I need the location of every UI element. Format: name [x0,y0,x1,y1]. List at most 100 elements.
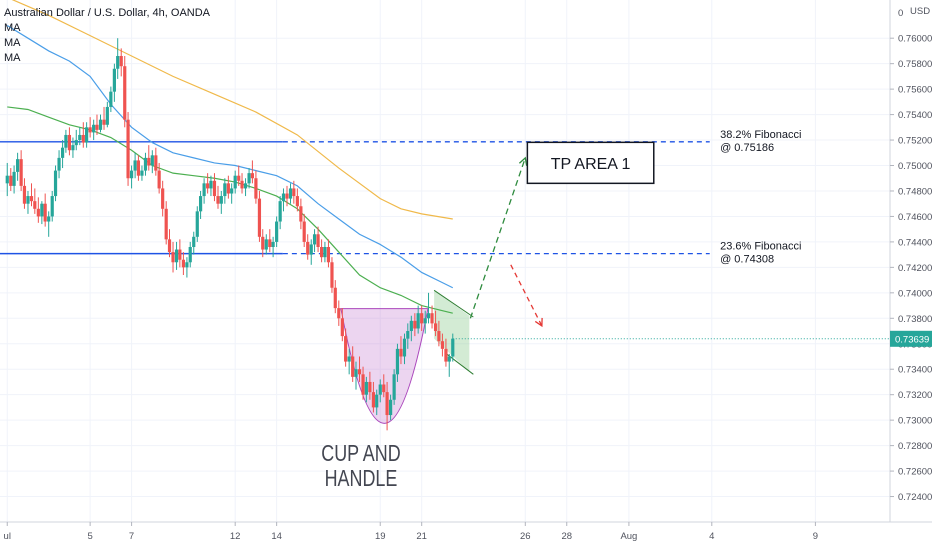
time-tick-label: 19 [375,531,386,542]
candle-down [9,175,13,186]
candle-up [143,157,148,171]
price-tick-label: 0.72600 [898,467,932,478]
candle-down [167,239,172,253]
candles [5,38,455,431]
candle-up [12,171,16,186]
fib-price-1: @ 0.74308 [720,254,774,266]
time-tick-label: 12 [230,531,241,542]
price-tick-label: 0.74400 [898,237,932,248]
candle-up [426,313,431,319]
candle-up [71,145,75,151]
candle-up [278,201,282,222]
candle-up [395,348,400,375]
price-tick-label: 0.74000 [898,288,932,299]
price-tick-label: 0.75400 [898,110,932,121]
candle-up [375,394,379,408]
pattern-drawings [340,289,474,424]
candle-up [98,119,103,130]
candle-up [185,262,189,268]
candle-up [188,246,192,263]
candle-up [109,91,113,107]
candle-up [416,313,420,329]
candle-down [161,188,165,209]
pattern-label-line: CUP AND [321,441,400,467]
candle-up [174,249,179,263]
price-tick-label: 0.74600 [898,212,932,223]
candle-down [420,313,424,324]
candle-down [136,160,141,176]
moving-average-1 [11,0,453,220]
candle-up [243,183,248,189]
bearish-projection-arrow [510,264,543,327]
candle-down [333,287,337,309]
price-axis[interactable]: 0.76000 0.75800 0.75600 0.75400 0.75200 0.750… [452,0,932,522]
chart-title: Australian Dollar / U.S. Dollar, 4h, OAN… [4,7,211,19]
time-axis[interactable]: ul 5 7 12 14 19 21 26 28 Aug 4 9 [0,521,932,550]
candle-up [209,180,213,189]
candle-down [351,356,355,377]
candle-down [164,208,168,240]
candle-up [230,188,234,194]
candle-down [357,369,362,375]
price-tick-label: 0.73200 [898,390,932,401]
candle-up [150,155,154,166]
candle-up [53,170,58,197]
time-tick-label: 26 [520,531,531,542]
candle-down [212,180,217,197]
candle-up [347,356,351,362]
candle-down [320,246,324,258]
candle-down [302,221,306,242]
bullish-arrowhead [518,156,528,166]
candle-up [92,124,96,133]
fib-label-1: 23.6% Fibonacci [720,241,801,253]
candle-up [5,175,9,184]
candle-down [178,249,182,260]
fib-label-0: 38.2% Fibonacci [720,129,801,141]
time-tick-label: 4 [709,531,714,542]
legend-ma-3[interactable]: MA [4,52,21,64]
price-tick-label: 0.73400 [898,365,932,376]
candle-up [16,159,20,172]
candle-down [371,392,376,408]
tp-area-box [526,141,655,185]
time-tick-label: Aug [620,531,637,542]
candle-up [192,236,196,247]
candle-down [292,188,296,197]
legend-ma-2[interactable]: MA [4,37,21,49]
candle-down [440,341,445,349]
candle-up [264,239,268,250]
candle-down [326,246,331,263]
price-tick-label: 0.75200 [898,136,932,147]
candle-up [247,173,251,184]
currency-unit-label: USD [910,6,930,17]
candle-up [281,193,286,202]
candle-down [437,331,441,342]
candle-down [268,239,272,247]
current-price-tag [890,330,932,347]
candle-down [316,234,320,247]
candle-down [337,308,341,319]
candle-up [74,140,78,146]
time-tick-label: 7 [129,531,134,542]
current-price-label: 0.73639 [895,334,929,345]
candle-up [195,211,199,237]
candle-down [67,134,72,151]
candle-up [271,241,275,247]
time-tick-label: 28 [561,531,572,542]
candle-up [47,216,51,222]
candle-up [50,196,54,217]
fib-price-0: @ 0.75186 [720,142,774,154]
legend-ma-1[interactable]: MA [4,22,21,34]
candle-up [309,244,313,255]
candle-down [344,336,348,362]
candle-down [154,155,158,171]
candle-down [36,208,40,217]
candle-up [451,338,455,357]
price-tick-label: 0.74800 [898,186,932,197]
candle-up [447,356,451,362]
candle-down [433,323,438,332]
price-tick-label: 0.76000 [898,34,932,45]
candle-up [140,170,144,176]
